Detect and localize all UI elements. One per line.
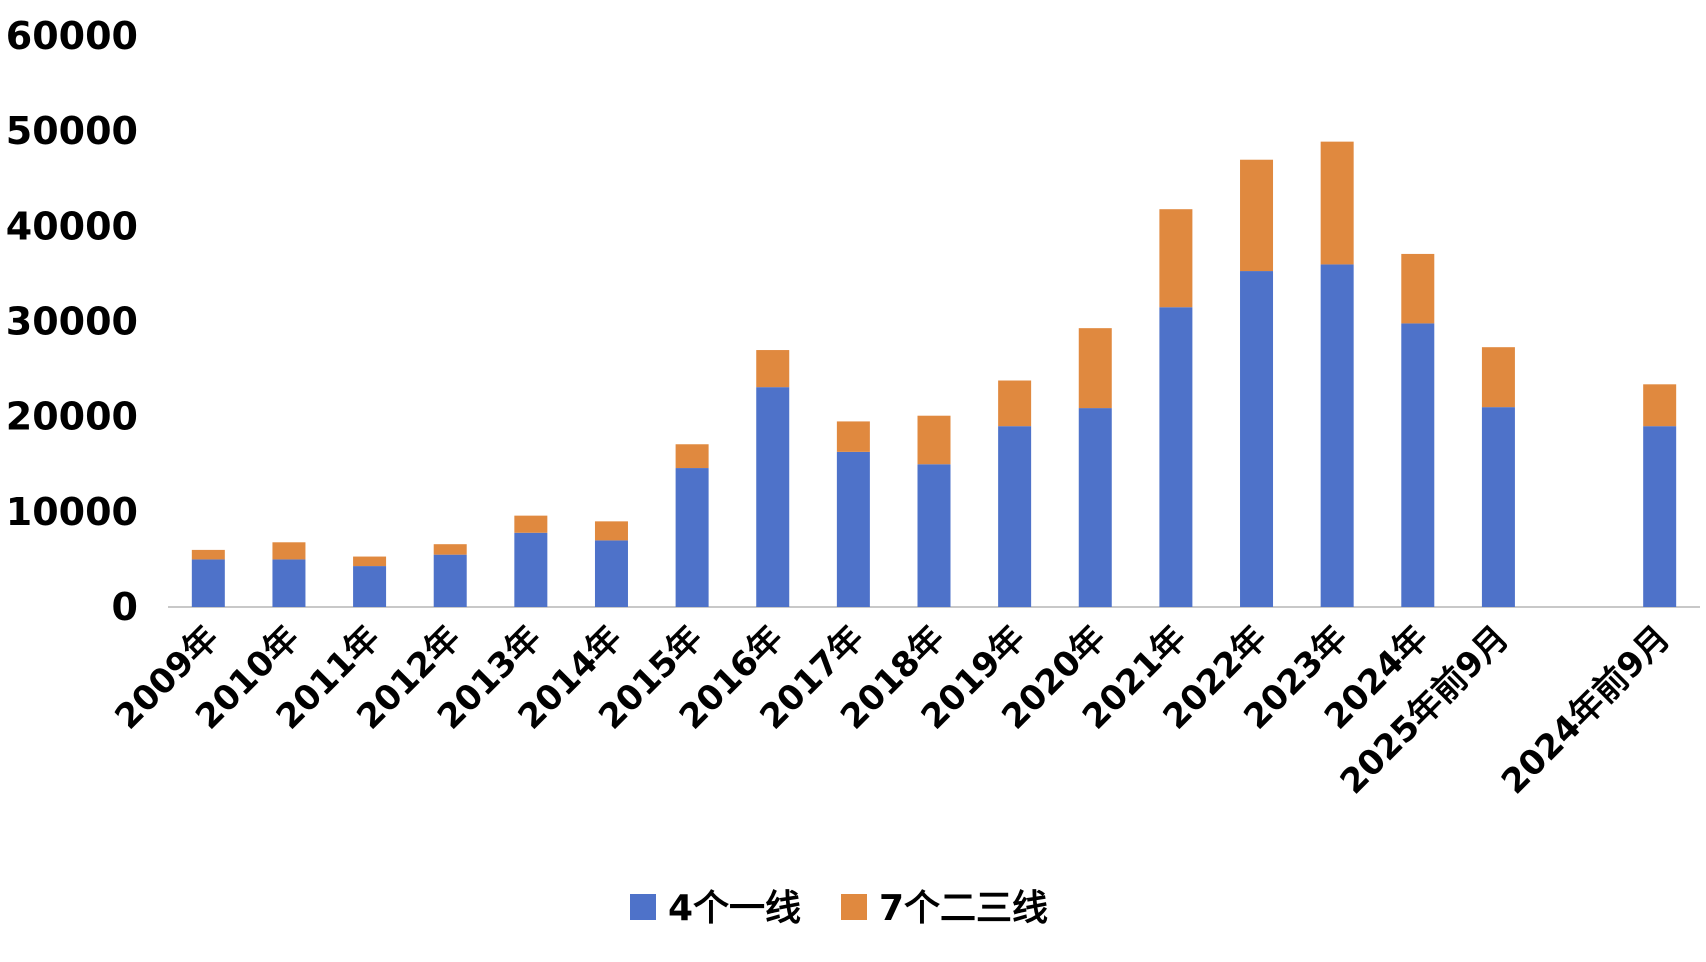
bar-segment-series2 bbox=[998, 380, 1032, 427]
bar-segment-series2 bbox=[353, 556, 387, 567]
bar-segment-series2 bbox=[514, 515, 548, 533]
bar-segment-series2 bbox=[756, 350, 790, 388]
bar-segment-series2 bbox=[1643, 384, 1677, 427]
bar-segment-series1 bbox=[1401, 323, 1435, 607]
bar-segment-series1 bbox=[433, 554, 467, 607]
bars bbox=[191, 141, 1677, 607]
bar-segment-series1 bbox=[1159, 307, 1193, 607]
bar-segment-series2 bbox=[1401, 253, 1435, 324]
bar-segment-series2 bbox=[191, 549, 225, 560]
x-axis: 2009年2010年2011年2012年2013年2014年2015年2016年… bbox=[107, 618, 1678, 802]
bar-segment-series1 bbox=[191, 559, 225, 607]
bar-segment-series1 bbox=[1078, 408, 1112, 607]
bar-segment-series1 bbox=[353, 566, 387, 607]
bar-segment-series1 bbox=[917, 464, 951, 607]
bar-segment-series2 bbox=[836, 421, 870, 452]
x-tick-label: 2024年前9月 bbox=[1494, 618, 1678, 802]
bar-segment-series2 bbox=[272, 542, 306, 560]
y-axis: 0 10000 20000 30000 40000 50000 60000 bbox=[6, 14, 138, 629]
y-tick-label: 10000 bbox=[6, 490, 138, 534]
y-tick-label: 20000 bbox=[6, 395, 138, 439]
bar-segment-series2 bbox=[1481, 347, 1515, 408]
bar-segment-series2 bbox=[1320, 141, 1354, 265]
bar-segment-series2 bbox=[1078, 328, 1112, 409]
bar-segment-series2 bbox=[433, 544, 467, 555]
bar-segment-series1 bbox=[836, 451, 870, 607]
y-tick-label: 50000 bbox=[6, 109, 138, 153]
legend-label: 4个一线 bbox=[668, 888, 801, 929]
legend-swatch bbox=[841, 894, 867, 920]
y-tick-label: 40000 bbox=[6, 204, 138, 248]
bar-segment-series1 bbox=[675, 468, 709, 607]
bar-segment-series2 bbox=[917, 415, 951, 465]
bar-segment-series1 bbox=[1320, 264, 1354, 607]
bar-segment-series1 bbox=[594, 540, 628, 607]
bar-segment-series1 bbox=[272, 559, 306, 607]
bar-segment-series1 bbox=[514, 532, 548, 607]
legend: 4个一线 7个二三线 bbox=[630, 888, 1048, 929]
legend-label: 7个二三线 bbox=[879, 888, 1048, 929]
bar-segment-series2 bbox=[594, 521, 628, 541]
y-tick-label: 30000 bbox=[6, 300, 138, 344]
bar-segment-series1 bbox=[1643, 426, 1677, 607]
bar-segment-series2 bbox=[1240, 159, 1274, 272]
bar-segment-series1 bbox=[998, 426, 1032, 607]
bar-segment-series2 bbox=[675, 444, 709, 469]
y-tick-label: 0 bbox=[112, 585, 138, 629]
bar-segment-series1 bbox=[756, 387, 790, 607]
legend-swatch bbox=[630, 894, 656, 920]
bar-segment-series2 bbox=[1159, 209, 1193, 308]
y-tick-label: 60000 bbox=[6, 14, 138, 58]
bar-segment-series1 bbox=[1481, 407, 1515, 607]
bar-segment-series1 bbox=[1240, 271, 1274, 607]
